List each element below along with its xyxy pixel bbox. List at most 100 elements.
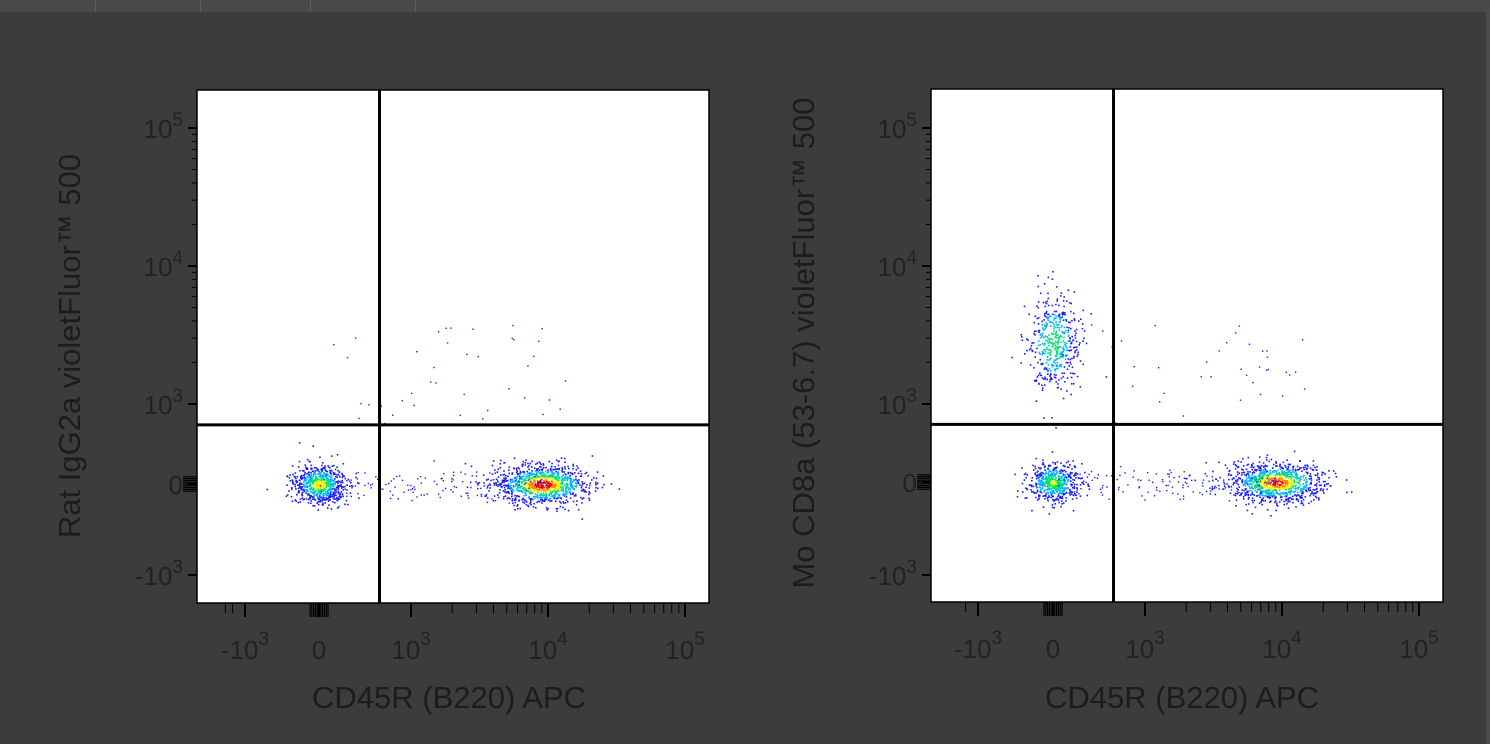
event-dot (1274, 496, 1276, 499)
event-dot (324, 488, 327, 490)
event-dot (487, 484, 489, 487)
event-dot (1262, 469, 1264, 471)
event-dot (527, 365, 529, 367)
event-dot (1260, 487, 1263, 490)
event-dot (1053, 359, 1056, 362)
event-dot (513, 339, 515, 341)
event-dot (496, 484, 498, 487)
event-dot (563, 495, 566, 497)
event-dot (335, 488, 337, 490)
event-dot (1286, 474, 1288, 476)
event-dot (332, 493, 335, 495)
event-dot (318, 485, 321, 487)
event-dot (1245, 479, 1247, 482)
event-dot (325, 491, 328, 494)
event-dot (512, 502, 514, 504)
event-dot (328, 483, 330, 485)
event-dot (557, 472, 560, 474)
event-dot (522, 501, 524, 503)
event-dot (537, 482, 540, 485)
y-tick-label: 105 (878, 110, 918, 144)
event-dot (546, 490, 549, 492)
event-dot (1062, 397, 1065, 400)
event-dot (531, 487, 534, 490)
event-dot (546, 472, 548, 474)
event-dot (1313, 499, 1315, 501)
event-dot (417, 478, 419, 480)
event-dot (1041, 327, 1044, 329)
event-dot (317, 500, 319, 503)
event-dot (1240, 493, 1242, 495)
event-dot (502, 480, 505, 483)
event-dot (511, 498, 514, 500)
event-dot (1039, 481, 1042, 484)
event-dot (1026, 349, 1028, 352)
event-dot (430, 381, 432, 383)
event-dot (294, 483, 296, 486)
event-dot (1245, 480, 1248, 482)
event-dot (1048, 334, 1050, 336)
event-dot (1048, 495, 1050, 497)
event-dot (1289, 500, 1291, 503)
event-dot (520, 490, 522, 492)
event-dot (1024, 497, 1027, 499)
event-dot (1294, 474, 1297, 476)
event-dot (1037, 285, 1040, 288)
event-dot (510, 484, 512, 487)
event-dot (1301, 487, 1303, 490)
event-dot (1062, 488, 1065, 490)
event-dot (533, 355, 535, 358)
event-dot (569, 484, 572, 486)
event-dot (562, 492, 565, 495)
event-dot (1266, 459, 1268, 461)
event-dot (1028, 313, 1030, 316)
event-dot (309, 497, 311, 500)
event-dot (1321, 474, 1323, 476)
event-dot (294, 485, 296, 488)
event-dot (1286, 485, 1288, 487)
event-dot (329, 480, 331, 482)
quadrant-gate (931, 89, 1443, 602)
event-dot (1267, 476, 1269, 479)
event-dot (327, 478, 329, 480)
event-dot (1044, 305, 1046, 308)
event-dot (1063, 336, 1065, 339)
event-dot (1247, 480, 1250, 482)
event-dot (410, 484, 412, 487)
event-dot (577, 481, 579, 483)
event-dot (1060, 354, 1063, 356)
event-dot (1042, 332, 1044, 335)
event-dot (1237, 460, 1240, 462)
event-dot (1096, 477, 1099, 479)
event-dot (335, 489, 337, 491)
event-dot (539, 475, 542, 477)
event-dot (1070, 342, 1072, 345)
event-dot (566, 476, 569, 479)
event-dot (1038, 494, 1041, 497)
event-dot (543, 500, 546, 503)
event-dot (1309, 489, 1311, 491)
event-dot (512, 478, 514, 481)
event-dot (1270, 494, 1273, 496)
event-dot (1251, 497, 1254, 499)
event-dot (575, 478, 577, 481)
event-dot (1296, 481, 1298, 483)
event-dot (525, 490, 528, 492)
event-dot (519, 490, 521, 492)
event-dot (1269, 478, 1271, 480)
event-dot (588, 487, 591, 489)
event-dot (1056, 498, 1059, 500)
event-dot (540, 490, 543, 493)
event-dot (1047, 468, 1050, 470)
event-dot (1302, 492, 1304, 495)
event-dot (588, 491, 590, 493)
event-dot (529, 487, 531, 489)
event-dot (533, 467, 536, 469)
event-dot (1310, 477, 1313, 479)
event-dot (1067, 466, 1070, 469)
event-dot (567, 488, 570, 491)
toolbar-divider (310, 0, 311, 12)
event-dot (1287, 467, 1289, 470)
event-dot (326, 482, 329, 484)
event-dot (1060, 492, 1063, 494)
